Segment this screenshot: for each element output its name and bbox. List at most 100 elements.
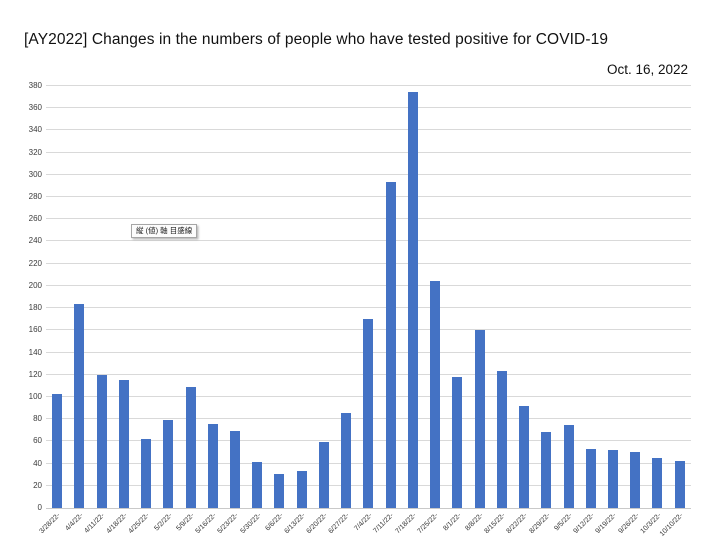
bar-slot bbox=[513, 86, 535, 508]
gridline bbox=[46, 85, 691, 86]
bar-slot bbox=[68, 86, 90, 508]
y-tick-label: 160 bbox=[28, 325, 42, 335]
gridline bbox=[46, 196, 691, 198]
y-tick-label: 0 bbox=[37, 503, 42, 512]
bar-slot bbox=[535, 86, 557, 508]
y-tick-label: 380 bbox=[28, 81, 42, 90]
bar-8_15_22_[interactable] bbox=[496, 371, 507, 508]
bar-4_25_22_[interactable] bbox=[141, 439, 152, 508]
bar-slot bbox=[135, 86, 157, 508]
bar-6_6_22_[interactable] bbox=[274, 473, 285, 508]
bar-9_5_22_[interactable] bbox=[563, 424, 574, 508]
bar-8_22_22_[interactable] bbox=[519, 405, 530, 508]
bar-5_9_22_[interactable] bbox=[185, 386, 196, 508]
bar-5_16_22_[interactable] bbox=[207, 423, 218, 508]
y-tick-label: 200 bbox=[28, 280, 42, 290]
bar-8_1_22_[interactable] bbox=[452, 376, 463, 508]
bar-slot bbox=[602, 86, 624, 508]
y-tick-label: 320 bbox=[28, 147, 42, 157]
bar-6_13_22_[interactable] bbox=[296, 471, 307, 508]
y-tick-label: 80 bbox=[33, 414, 42, 424]
gridline bbox=[46, 240, 691, 242]
bar-5_30_22_[interactable] bbox=[252, 462, 263, 508]
bar-7_18_22_[interactable] bbox=[407, 91, 418, 508]
bar-8_8_22_[interactable] bbox=[474, 330, 485, 508]
bar-7_4_22_[interactable] bbox=[363, 319, 374, 508]
bar-4_4_22_[interactable] bbox=[74, 303, 85, 508]
bar-6_20_22_[interactable] bbox=[318, 442, 329, 508]
bar-slot bbox=[224, 86, 246, 508]
y-tick-label: 140 bbox=[28, 347, 42, 357]
y-tick-label: 60 bbox=[33, 436, 42, 446]
y-tick-label: 260 bbox=[28, 214, 42, 224]
bar-6_27_22_[interactable] bbox=[341, 412, 352, 508]
x-tick-slot: 10/10/22- bbox=[659, 509, 691, 544]
bar-3_28_22_[interactable] bbox=[52, 393, 63, 508]
bar-slot bbox=[446, 86, 468, 508]
bar-slot bbox=[291, 86, 313, 508]
y-tick-label: 240 bbox=[28, 236, 42, 246]
bar-slot bbox=[580, 86, 602, 508]
bar-slot bbox=[179, 86, 201, 508]
axis-gridlines-tooltip: 縦 (値) 軸 目盛線 bbox=[131, 224, 198, 238]
bar-series bbox=[46, 86, 691, 508]
bar-7_25_22_[interactable] bbox=[430, 281, 441, 508]
bar-slot bbox=[357, 86, 379, 508]
chart-date-label: Oct. 16, 2022 bbox=[606, 62, 688, 77]
bar-8_29_22_[interactable] bbox=[541, 432, 552, 508]
bar-slot bbox=[491, 86, 513, 508]
bar-9_19_22_[interactable] bbox=[607, 450, 618, 508]
bar-10_3_22_[interactable] bbox=[652, 458, 663, 508]
y-tick-label: 40 bbox=[33, 458, 42, 468]
bar-9_12_22_[interactable] bbox=[585, 449, 596, 508]
chart-title: [AY2022] Changes in the numbers of peopl… bbox=[24, 31, 609, 48]
gridline bbox=[46, 218, 691, 220]
bar-slot bbox=[113, 86, 135, 508]
y-tick-label: 20 bbox=[33, 480, 42, 490]
y-tick-label: 180 bbox=[28, 303, 42, 313]
bar-slot bbox=[402, 86, 424, 508]
bar-slot bbox=[646, 86, 668, 508]
bar-slot bbox=[268, 86, 290, 508]
bar-slot bbox=[557, 86, 579, 508]
y-axis-labels: 0 20 40 60 80 100 120 140 160 180 200 220 240 260 280 3… bbox=[0, 0, 42, 544]
bar-slot bbox=[313, 86, 335, 508]
plot-area[interactable] bbox=[46, 85, 691, 509]
bar-slot bbox=[90, 86, 112, 508]
y-tick-label: 220 bbox=[28, 258, 42, 268]
bar-slot bbox=[424, 86, 446, 508]
bar-slot bbox=[202, 86, 224, 508]
gridline bbox=[46, 151, 691, 153]
y-tick-label: 340 bbox=[28, 125, 42, 135]
bar-4_11_22_[interactable] bbox=[96, 374, 107, 508]
gridline bbox=[46, 262, 691, 264]
gridline bbox=[46, 173, 691, 175]
y-tick-label: 300 bbox=[28, 169, 42, 179]
y-tick-label: 100 bbox=[28, 391, 42, 401]
gridline bbox=[46, 129, 691, 131]
bar-4_18_22_[interactable] bbox=[118, 380, 129, 508]
y-tick-label: 360 bbox=[28, 103, 42, 113]
bar-slot bbox=[468, 86, 490, 508]
bar-slot bbox=[157, 86, 179, 508]
bar-slot bbox=[380, 86, 402, 508]
x-tick-label: 3/28/22- bbox=[38, 512, 63, 536]
bar-slot bbox=[46, 86, 68, 508]
bar-9_26_22_[interactable] bbox=[630, 452, 641, 508]
y-tick-label: 120 bbox=[28, 369, 42, 379]
y-tick-label: 280 bbox=[28, 192, 42, 202]
bar-7_11_22_[interactable] bbox=[385, 181, 396, 508]
x-axis-labels: 3/28/22- 4/4/22- 4/11/22- 4/18/22- 4/25/22- 5… bbox=[39, 509, 691, 544]
bar-slot bbox=[335, 86, 357, 508]
bar-10_10_22_[interactable] bbox=[674, 461, 685, 508]
bar-slot bbox=[669, 86, 691, 508]
bar-5_23_22_[interactable] bbox=[229, 431, 240, 508]
bar-5_2_22_[interactable] bbox=[163, 420, 174, 508]
tooltip-text: 縦 (値) 軸 目盛線 bbox=[136, 226, 193, 235]
gridline bbox=[46, 307, 691, 309]
gridline bbox=[46, 284, 691, 286]
bar-slot bbox=[246, 86, 268, 508]
bar-slot bbox=[624, 86, 646, 508]
gridline bbox=[46, 107, 691, 109]
